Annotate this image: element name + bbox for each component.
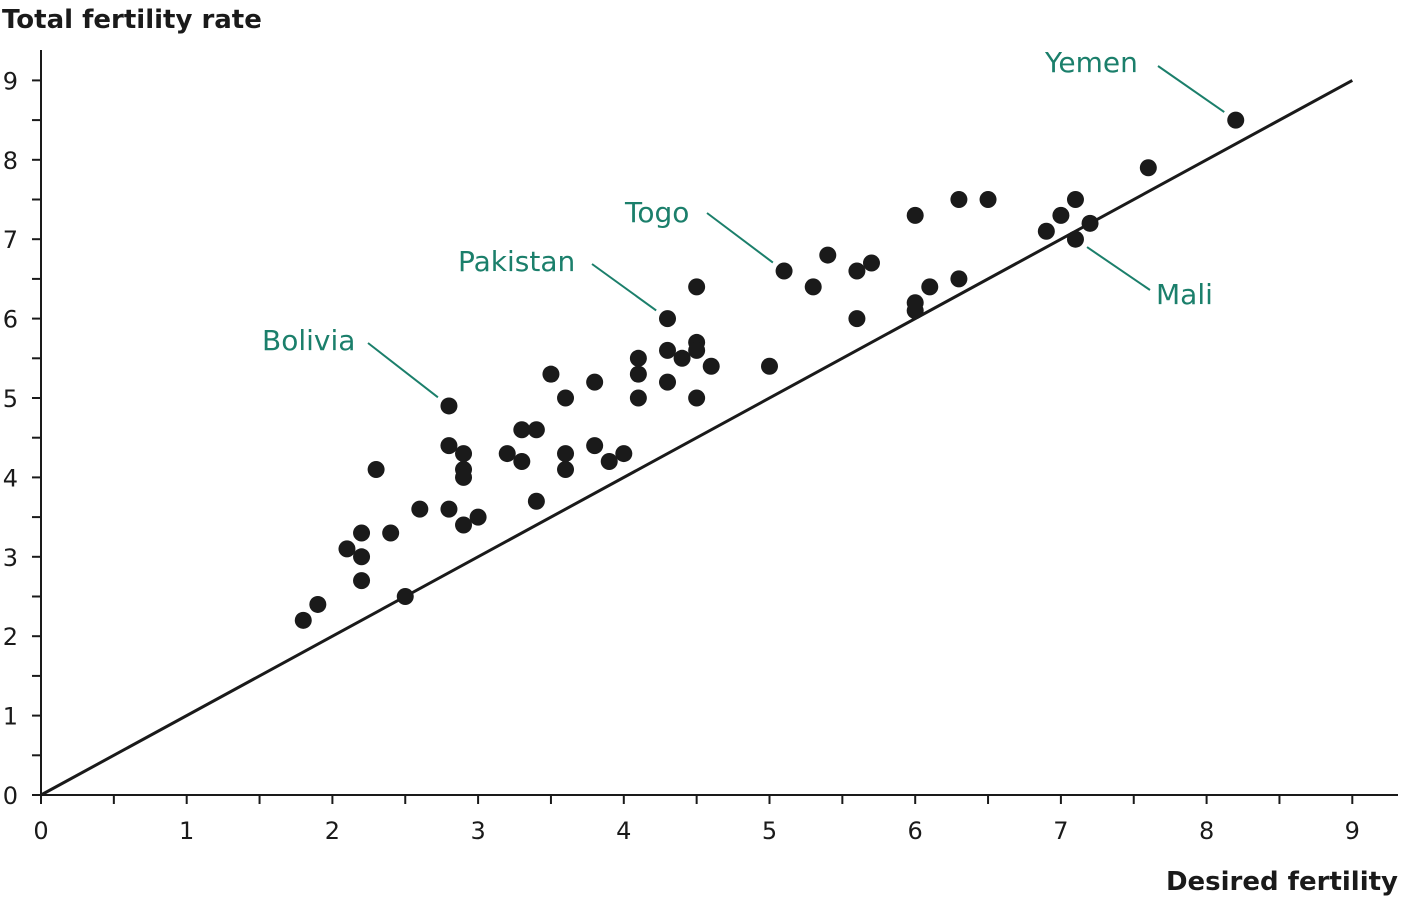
- data-point: [688, 389, 706, 407]
- data-point: [455, 445, 473, 463]
- data-point: [688, 341, 706, 359]
- data-point: [294, 611, 312, 629]
- data-point: [1227, 111, 1245, 129]
- data-point: [600, 453, 618, 471]
- axes: 0 1 2 3 4 5 6 7 8 9 0 1 2 3 4 5 6 7 8 9: [3, 50, 1398, 845]
- annotation-label: Togo: [624, 196, 689, 229]
- data-point: [659, 310, 677, 328]
- x-tick-label: 4: [616, 817, 631, 845]
- data-point: [629, 389, 647, 407]
- data-points: [294, 111, 1245, 629]
- data-point: [586, 373, 604, 391]
- data-point: [513, 421, 531, 439]
- x-tick-label: 1: [179, 817, 194, 845]
- annotation-leader-line: [1157, 65, 1225, 113]
- data-point: [921, 278, 939, 296]
- data-point: [804, 278, 822, 296]
- data-point: [309, 595, 327, 613]
- x-tick-label: 3: [470, 817, 485, 845]
- x-tick-label: 7: [1053, 817, 1068, 845]
- x-tick-label: 2: [325, 817, 340, 845]
- data-point: [819, 246, 837, 264]
- y-axis-title: Total fertility rate: [2, 5, 262, 35]
- data-point: [353, 548, 371, 566]
- annotation-label: Mali: [1156, 278, 1213, 311]
- y-tick-label: 7: [3, 226, 18, 254]
- data-point: [338, 540, 356, 558]
- data-point: [527, 492, 545, 510]
- x-tick-label: 9: [1345, 817, 1360, 845]
- data-point: [586, 437, 604, 455]
- y-tick-label: 9: [3, 67, 18, 95]
- annotation-leader-line: [591, 263, 657, 312]
- y-tick-label: 2: [3, 623, 18, 651]
- x-tick-label: 6: [908, 817, 923, 845]
- annotation-leader-line: [367, 342, 439, 399]
- data-point: [353, 572, 371, 590]
- y-tick-label: 6: [3, 306, 18, 334]
- y-tick-label: 5: [3, 385, 18, 413]
- data-point: [440, 500, 458, 518]
- reference-line: [40, 79, 1354, 797]
- data-point: [557, 389, 575, 407]
- data-point: [761, 357, 778, 375]
- y-tick-label: 8: [3, 147, 18, 175]
- data-point: [557, 445, 575, 463]
- data-point: [1139, 159, 1157, 177]
- data-point: [615, 445, 633, 463]
- data-point: [1066, 230, 1084, 248]
- data-point: [513, 453, 531, 471]
- y-tick-label: 1: [3, 703, 18, 731]
- data-point: [367, 460, 385, 478]
- y-tick-label: 0: [3, 782, 18, 810]
- data-point: [950, 191, 968, 208]
- data-point: [440, 397, 458, 415]
- data-point: [498, 445, 516, 463]
- annotation-label: Yemen: [1044, 46, 1138, 79]
- data-point: [1052, 206, 1070, 224]
- data-point: [353, 524, 371, 542]
- data-point: [950, 270, 968, 288]
- data-point: [659, 341, 677, 359]
- data-point: [455, 516, 473, 534]
- x-tick-label: 0: [33, 817, 48, 845]
- x-axis-title: Desired fertility: [1166, 867, 1398, 897]
- data-point: [382, 524, 400, 542]
- data-point: [411, 500, 429, 518]
- data-point: [1066, 191, 1084, 208]
- data-point: [688, 278, 706, 296]
- annotation-leader-line: [706, 212, 774, 264]
- annotation-label: Pakistan: [458, 245, 575, 278]
- data-point: [1081, 214, 1099, 232]
- data-point: [629, 349, 647, 367]
- data-point: [527, 421, 545, 439]
- data-point: [775, 262, 793, 280]
- data-point: [979, 191, 997, 208]
- data-point: [455, 468, 473, 486]
- data-point: [906, 206, 924, 224]
- data-point: [396, 588, 414, 605]
- x-tick-label: 5: [762, 817, 777, 845]
- data-point: [848, 310, 866, 328]
- data-point: [469, 508, 487, 526]
- data-point: [906, 302, 924, 320]
- data-point: [557, 460, 575, 478]
- data-point: [848, 262, 866, 280]
- x-tick-label: 8: [1199, 817, 1214, 845]
- country-annotations: Yemen Togo Pakistan Bolivia Mali: [262, 46, 1225, 399]
- y-tick-label: 4: [3, 464, 18, 492]
- data-point: [629, 365, 647, 383]
- reference-line-group: [40, 79, 1354, 797]
- y-tick-label: 3: [3, 544, 18, 572]
- data-point: [1037, 222, 1055, 240]
- data-point: [542, 365, 560, 383]
- data-point: [440, 437, 458, 455]
- data-point: [702, 357, 720, 375]
- annotation-label: Bolivia: [262, 324, 355, 357]
- data-point: [862, 254, 880, 272]
- data-point: [659, 373, 677, 391]
- data-point: [673, 349, 691, 367]
- annotation-leader-line: [1086, 246, 1151, 291]
